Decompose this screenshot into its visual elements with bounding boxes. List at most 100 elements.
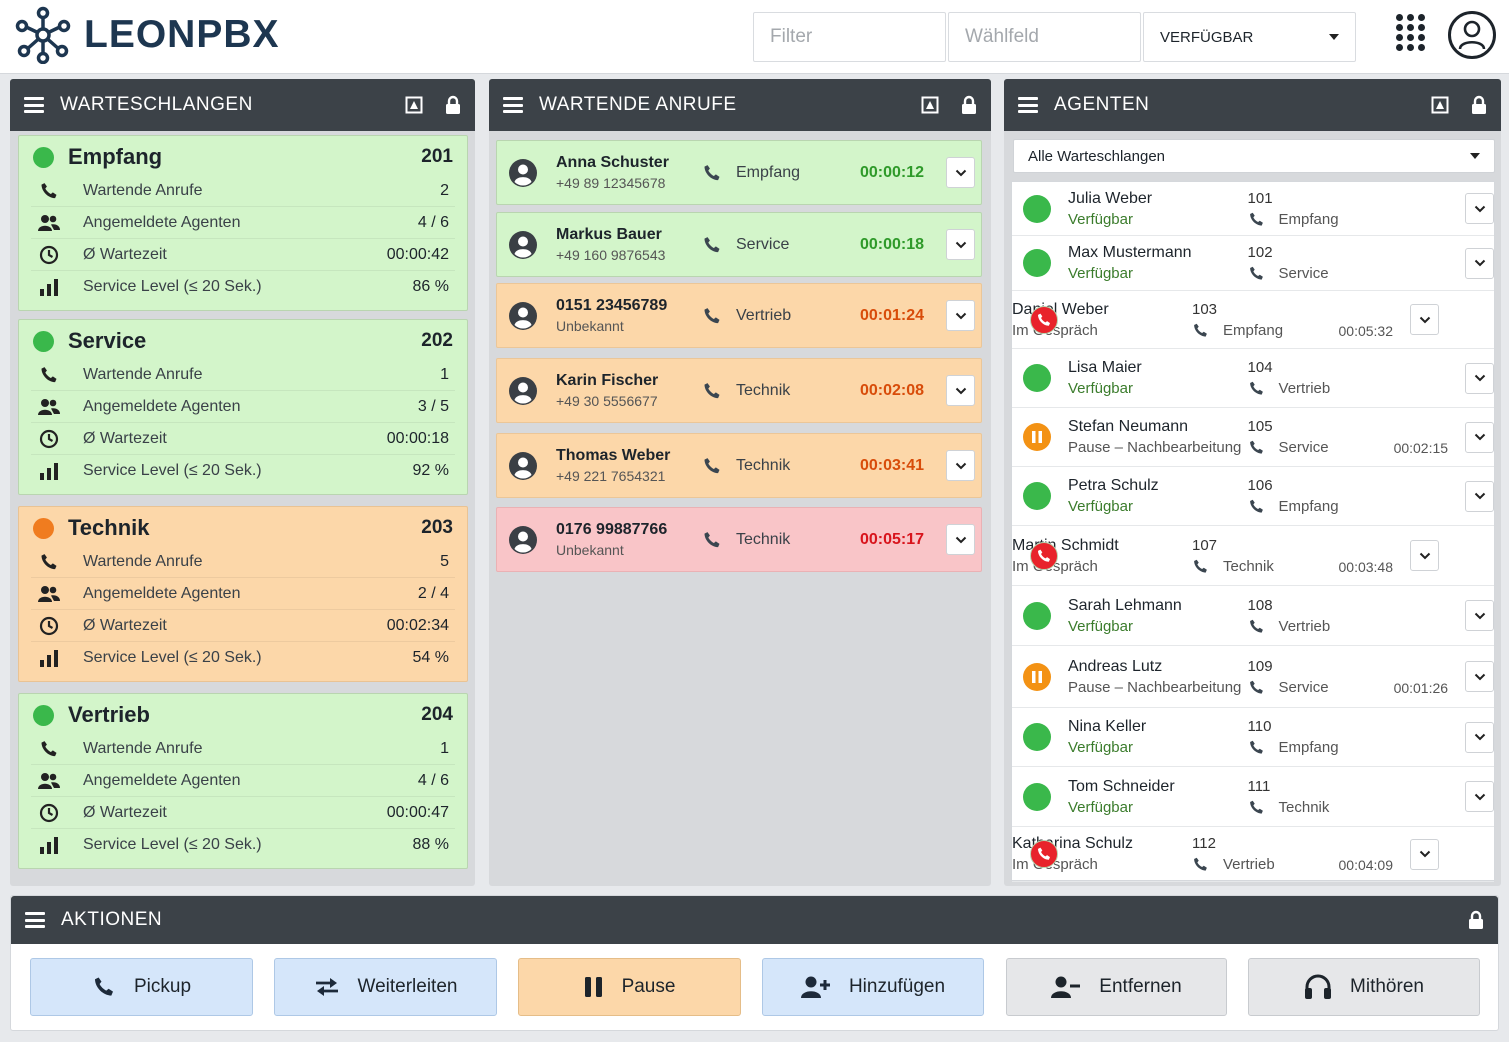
phone-icon — [1249, 740, 1263, 754]
popout-icon[interactable] — [921, 96, 939, 114]
agent-row[interactable]: Tom Schneider Verfügbar 111 Technik — [1012, 767, 1494, 827]
queue-card[interactable]: Technik 203 Wartende Anrufe 5 Angemeldete… — [18, 506, 468, 682]
agent-row[interactable]: Petra Schulz Verfügbar 106 Empfang — [1012, 467, 1494, 526]
agent-dropdown-button[interactable] — [1465, 193, 1494, 224]
queue-status-dot — [33, 146, 54, 168]
agent-duration: 00:01:26 — [1393, 679, 1449, 696]
listen-button[interactable]: Mithören — [1248, 958, 1480, 1016]
agent-row[interactable]: Sarah Lehmann Verfügbar 108 Vertrieb — [1012, 586, 1494, 646]
menu-icon[interactable] — [1018, 97, 1038, 113]
dial-input[interactable] — [948, 12, 1141, 62]
agent-row[interactable]: Nina Keller Verfügbar 110 Empfang — [1012, 708, 1494, 767]
user-avatar-icon[interactable] — [1448, 11, 1496, 59]
queue-card[interactable]: Empfang 201 Wartende Anrufe 2 Angemeldete… — [18, 135, 468, 311]
phone-icon — [1249, 212, 1263, 226]
phone-incoming-icon — [704, 236, 720, 252]
call-dropdown-button[interactable] — [946, 300, 975, 331]
avg-wait-value: 00:02:34 — [386, 616, 449, 634]
lock-icon[interactable] — [961, 95, 977, 115]
waiting-call-card[interactable]: Thomas Weber +49 221 7654321 Technik 00:… — [496, 433, 982, 498]
menu-icon[interactable] — [24, 97, 44, 113]
pickup-button[interactable]: Pickup — [30, 958, 253, 1016]
queue-agents-row: Angemeldete Agenten 3 / 5 — [31, 391, 455, 423]
call-dropdown-button[interactable] — [946, 229, 975, 260]
queue-filter-select[interactable]: Alle Warteschlangen — [1013, 139, 1495, 173]
agent-row[interactable]: Katharina Schulz Im Gespräch 112 Vertrie… — [1012, 827, 1494, 882]
pickup-label: Pickup — [133, 976, 192, 997]
agent-row[interactable]: Lisa Maier Verfügbar 104 Vertrieb — [1012, 349, 1494, 408]
agent-row[interactable]: Stefan Neumann Pause – Nachbearbeitung 1… — [1012, 408, 1494, 467]
waiting-call-card[interactable]: 0176 99887766 Unbekannt Technik 00:05:17 — [496, 507, 982, 572]
popout-icon[interactable] — [405, 96, 423, 114]
waiting-value: 2 — [440, 181, 449, 199]
agent-queue: Service — [1278, 678, 1329, 696]
agent-extension-info: 112 Vertrieb — [1192, 835, 1332, 873]
lock-icon[interactable] — [1468, 910, 1484, 930]
queue-service-level-row: Service Level (≤ 20 Sek.) 54 % — [31, 642, 455, 674]
forward-button[interactable]: Weiterleiten — [274, 958, 497, 1016]
caller-name: Thomas Weber — [556, 447, 671, 464]
lock-icon[interactable] — [445, 95, 461, 115]
add-label: Hinzufügen — [848, 976, 946, 997]
queue-waiting-row: Wartende Anrufe 2 — [31, 175, 455, 207]
agent-dropdown-button[interactable] — [1410, 540, 1439, 571]
agent-row[interactable]: Julia Weber Verfügbar 101 Empfang — [1012, 182, 1494, 236]
queue-agents-row: Angemeldete Agenten 4 / 6 — [31, 207, 455, 239]
agent-row[interactable]: Martin Schmidt Im Gespräch 107 Technik 0… — [1012, 526, 1494, 586]
agents-label: Angemeldete Agenten — [83, 771, 241, 789]
agent-dropdown-button[interactable] — [1410, 838, 1439, 870]
chevron-down-icon — [955, 241, 966, 248]
agent-dropdown-button[interactable] — [1465, 421, 1494, 453]
agent-queue: Technik — [1223, 557, 1274, 575]
bar-chart-icon — [40, 279, 58, 296]
agent-dropdown-button[interactable] — [1465, 721, 1494, 753]
status-select[interactable]: VERFÜGBAR — [1143, 12, 1356, 62]
remove-button[interactable]: Entfernen — [1006, 958, 1227, 1016]
chevron-down-icon — [955, 462, 966, 469]
popout-icon[interactable] — [1431, 96, 1449, 114]
waiting-call-card[interactable]: Markus Bauer +49 160 9876543 Service 00:… — [496, 212, 982, 277]
queues-panel-header: WARTESCHLANGEN — [10, 79, 475, 131]
agent-row[interactable]: Max Mustermann Verfügbar 102 Service — [1012, 236, 1494, 291]
chevron-down-icon — [955, 312, 966, 319]
agent-row[interactable]: Andreas Lutz Pause – Nachbearbeitung 109… — [1012, 646, 1494, 708]
grid-icon[interactable] — [1396, 14, 1426, 54]
call-wait-time: 00:01:24 — [860, 306, 925, 324]
agent-dropdown-button[interactable] — [1465, 247, 1494, 279]
agent-info: Andreas Lutz Pause – Nachbearbeitung — [1068, 658, 1248, 696]
avg-wait-value: 00:00:42 — [386, 245, 449, 263]
waiting-call-card[interactable]: Karin Fischer +49 30 5556677 Technik 00:… — [496, 358, 982, 423]
pause-button[interactable]: Pause — [518, 958, 741, 1016]
agent-row[interactable]: Daniel Weber Im Gespräch 103 Empfang 00:… — [1012, 291, 1494, 349]
chevron-down-icon — [955, 169, 966, 176]
queue-card[interactable]: Service 202 Wartende Anrufe 1 Angemeldete… — [18, 319, 468, 495]
queue-card[interactable]: Vertrieb 204 Wartende Anrufe 1 Angemeldet… — [18, 693, 468, 869]
filter-input[interactable] — [753, 12, 946, 62]
agent-queue: Technik — [1278, 798, 1330, 816]
add-button[interactable]: Hinzufügen — [762, 958, 984, 1016]
status-select-value: VERFÜGBAR — [1160, 28, 1254, 46]
agent-status: Verfügbar — [1067, 380, 1133, 397]
menu-icon[interactable] — [25, 912, 45, 928]
call-dropdown-button[interactable] — [946, 450, 975, 481]
available-status-icon — [1023, 249, 1051, 277]
caller-number: +49 221 7654321 — [556, 468, 666, 484]
agent-extension-info: 104 Vertrieb — [1248, 359, 1388, 397]
call-dropdown-button[interactable] — [946, 375, 975, 406]
menu-icon[interactable] — [503, 97, 523, 113]
phone-icon — [41, 182, 57, 198]
waiting-call-card[interactable]: Anna Schuster +49 89 12345678 Empfang 00… — [496, 140, 982, 205]
agent-dropdown-button[interactable] — [1465, 781, 1494, 812]
call-dropdown-button[interactable] — [946, 524, 975, 555]
clock-icon — [39, 429, 59, 448]
agent-dropdown-button[interactable] — [1465, 480, 1494, 512]
agent-dropdown-button[interactable] — [1465, 362, 1494, 394]
lock-icon[interactable] — [1471, 95, 1487, 115]
phone-icon — [1249, 381, 1263, 395]
agent-dropdown-button[interactable] — [1465, 661, 1494, 692]
agent-dropdown-button[interactable] — [1410, 304, 1439, 335]
available-status-icon — [1023, 482, 1051, 510]
waiting-call-card[interactable]: 0151 23456789 Unbekannt Vertrieb 00:01:2… — [496, 283, 982, 348]
call-dropdown-button[interactable] — [946, 157, 975, 188]
agent-dropdown-button[interactable] — [1465, 600, 1494, 631]
